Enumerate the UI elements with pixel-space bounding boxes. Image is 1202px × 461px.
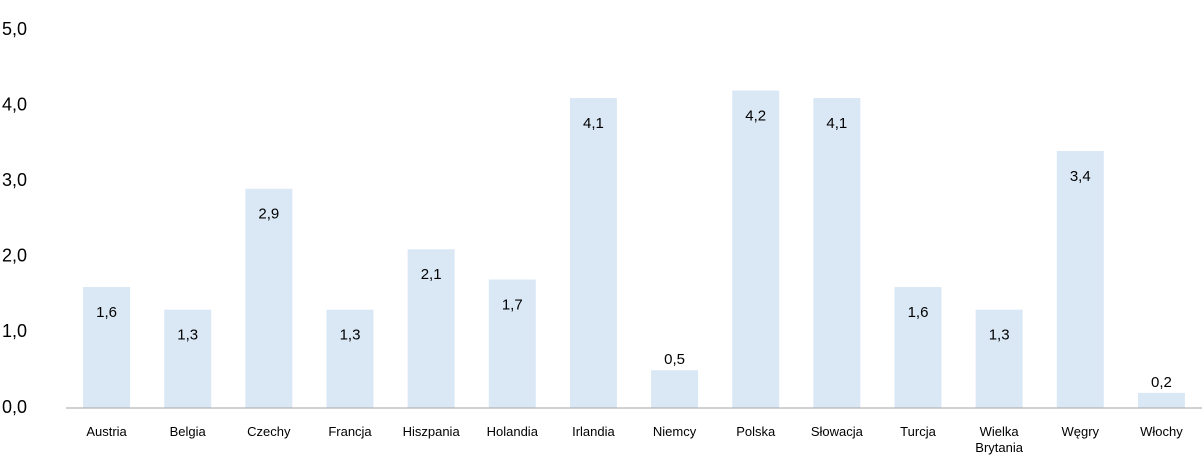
x-tick-label: Holandia — [486, 424, 538, 439]
bar — [569, 98, 617, 408]
x-tick-label-box: Austria — [86, 424, 127, 439]
x-tick-label: Polska — [736, 424, 776, 439]
x-tick-label: Francja — [328, 424, 372, 439]
x-tick-label: Austria — [86, 424, 127, 439]
x-tick-label-box: Niemcy — [652, 424, 697, 439]
value-label: 2,9 — [258, 206, 279, 223]
value-label: 1,7 — [502, 296, 523, 313]
x-tick-label: Hiszpania — [402, 424, 460, 439]
bar — [326, 309, 374, 408]
bar — [1137, 392, 1185, 408]
y-tick-label: 5,0 — [2, 19, 27, 39]
value-label: 1,3 — [989, 327, 1010, 344]
x-tick-label-box: Słowacja — [810, 424, 863, 439]
x-tick-label: Słowacja — [810, 424, 863, 439]
value-label: 1,3 — [177, 327, 198, 344]
value-label: 2,1 — [421, 266, 442, 283]
bar — [651, 370, 699, 408]
value-label: 3,4 — [1070, 168, 1091, 185]
x-tick-label-box: Węgry — [1061, 424, 1100, 439]
x-tick-label-box: Turcja — [900, 424, 936, 439]
x-tick-label: Niemcy — [652, 424, 697, 439]
bar — [407, 249, 455, 408]
x-tick-label: Węgry — [1061, 424, 1100, 439]
x-tick-label-box: Irlandia — [572, 424, 615, 439]
x-tick-label: Włochy — [1140, 424, 1183, 439]
bar — [894, 287, 942, 408]
bar — [245, 188, 293, 408]
x-tick-label: Belgia — [169, 424, 206, 439]
y-tick-label: 0,0 — [2, 397, 27, 417]
value-label: 1,3 — [340, 327, 361, 344]
x-tick-label: Wielka Brytania — [975, 424, 1023, 455]
y-tick-label: 1,0 — [2, 321, 27, 341]
value-label: 1,6 — [908, 304, 929, 321]
value-label: 1,6 — [96, 304, 117, 321]
x-tick-label-box: Polska — [736, 424, 776, 439]
bar — [813, 98, 861, 408]
value-label: 4,2 — [745, 107, 766, 124]
y-tick-label: 4,0 — [2, 94, 27, 114]
bar — [83, 287, 131, 408]
x-tick-label: Czechy — [247, 424, 291, 439]
bar — [1056, 150, 1104, 408]
value-label: 0,2 — [1151, 374, 1172, 391]
value-label: 4,1 — [826, 115, 847, 132]
value-label: 0,5 — [664, 351, 685, 368]
bar — [164, 309, 212, 408]
x-tick-label: Irlandia — [572, 424, 615, 439]
x-tick-label-box: Belgia — [169, 424, 206, 439]
x-tick-label-box: Francja — [328, 424, 372, 439]
bar — [732, 90, 780, 408]
x-tick-label-box: Włochy — [1140, 424, 1183, 439]
x-tick-label: Turcja — [900, 424, 936, 439]
x-tick-label-box: Hiszpania — [402, 424, 460, 439]
y-tick-label: 3,0 — [2, 170, 27, 190]
x-tick-label-box: Holandia — [486, 424, 538, 439]
bar — [488, 279, 536, 408]
bar — [975, 309, 1023, 408]
x-tick-label-box: Czechy — [247, 424, 291, 439]
value-label: 4,1 — [583, 115, 604, 132]
x-tick-label-box: Wielka Brytania — [975, 424, 1023, 455]
y-tick-label: 2,0 — [2, 246, 27, 266]
